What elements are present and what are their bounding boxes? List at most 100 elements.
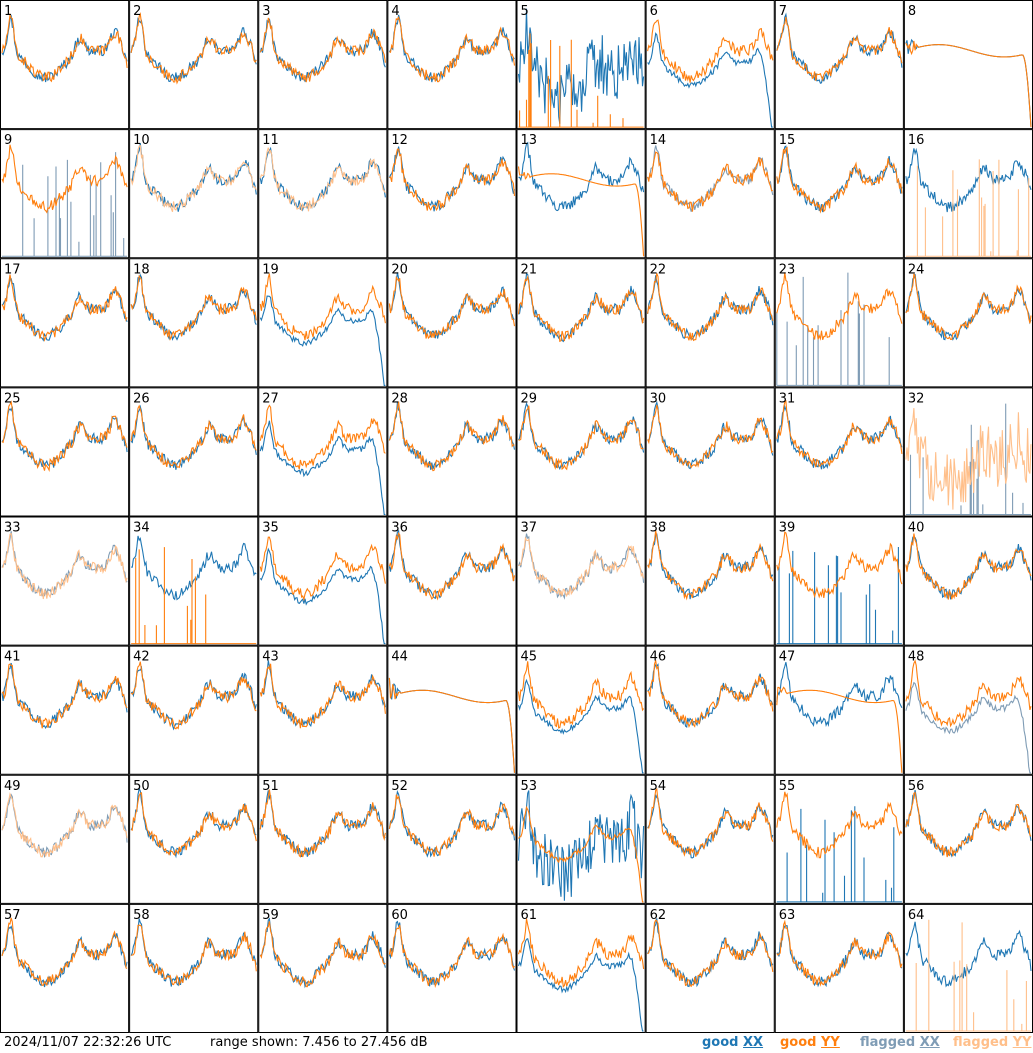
legend-flagged-xx-label: flagged [860, 1035, 916, 1050]
panel-label: 27 [262, 391, 279, 406]
footer: 2024/11/07 22:32:26 UTC range shown: 7.4… [0, 1033, 1033, 1053]
panel-34-xx-line [131, 535, 257, 601]
panel-60-yy-line [388, 924, 515, 989]
panel-10-yy-line [130, 144, 257, 212]
panel-frame [903, 903, 1033, 1033]
panel-39-yy-line [776, 531, 903, 599]
panel-11-xx-line [259, 146, 386, 212]
panel-31-xx-line [776, 404, 903, 470]
panel-label: 36 [391, 521, 408, 536]
panel-62: 62 [645, 903, 775, 1033]
panel-label: 4 [391, 4, 399, 19]
panel-40: 40 [903, 516, 1033, 646]
panel-11: 11 [258, 129, 388, 259]
panel-53: 53 [516, 774, 646, 904]
panel-36-yy-line [388, 532, 516, 601]
legend-good-yy: good YY [780, 1033, 840, 1053]
panel-51-yy-line [259, 789, 386, 858]
panel-23-xx-line [776, 272, 902, 386]
panel-47: 47 [774, 645, 904, 775]
panel-label: 12 [391, 133, 408, 148]
panel-37-xx-line [517, 533, 645, 600]
panel-45: 45 [516, 645, 646, 775]
legend-flagged-yy: flagged YY [953, 1033, 1032, 1053]
panel-57-yy-line [1, 917, 128, 987]
panel-label: 38 [650, 521, 667, 536]
panel-19: 19 [258, 258, 388, 388]
panel-5: 5 [516, 0, 646, 130]
panel-22: 22 [645, 258, 775, 388]
panel-12: 12 [387, 129, 517, 259]
panel-label: 63 [779, 908, 796, 923]
panel-label: 11 [262, 133, 279, 148]
panel-label: 24 [908, 262, 925, 277]
panel-27-yy-line [259, 404, 386, 470]
panel-31-yy-line [776, 400, 903, 468]
panel-15-yy-line [776, 146, 903, 214]
panel-21: 21 [516, 258, 646, 388]
panel-32: 32 [903, 387, 1033, 517]
legend-flagged-xx: flagged XX [860, 1033, 940, 1053]
panel-label: 35 [262, 521, 279, 536]
panel-56-yy-line [905, 791, 1032, 858]
panel-label: 51 [262, 779, 279, 794]
panel-6: 6 [645, 0, 775, 130]
panel-label: 29 [521, 391, 538, 406]
panel-frame [516, 774, 646, 904]
panel-label: 8 [908, 4, 916, 19]
panel-64-yy-line [905, 919, 1031, 1032]
panel-31: 31 [774, 387, 904, 517]
panel-frame [129, 645, 259, 775]
panel-61-xx-line [517, 938, 644, 1032]
panel-59-yy-line [259, 921, 386, 988]
panel-13-xx-line [518, 141, 645, 212]
panel-frame [903, 645, 1033, 775]
panel-29: 29 [516, 387, 646, 517]
panel-63-yy-line [776, 919, 903, 987]
panel-label: 26 [133, 391, 150, 406]
panel-frame [774, 645, 904, 775]
panel-frame [903, 0, 1033, 130]
panel-label: 49 [4, 779, 21, 794]
panel-frame [0, 903, 130, 1033]
legend-good-xx-tag: XX [743, 1035, 764, 1050]
panel-39: 39 [774, 516, 904, 646]
panel-18-yy-line [130, 274, 257, 341]
panel-label: 18 [133, 262, 150, 277]
panel-41-yy-line [1, 663, 128, 729]
panel-label: 41 [4, 650, 21, 665]
panel-59: 59 [258, 903, 388, 1033]
panel-46: 46 [645, 645, 775, 775]
panel-60: 60 [387, 903, 517, 1033]
panel-48-yy-line [905, 659, 1032, 728]
panel-13: 13 [516, 129, 646, 259]
panel-frame [516, 387, 646, 517]
panel-6-xx-line [647, 32, 773, 128]
panel-frame [387, 645, 517, 775]
panel-64-xx-line [905, 921, 1032, 988]
panel-frame [258, 645, 388, 775]
panel-37-yy-line [518, 536, 645, 598]
panel-20: 20 [387, 258, 517, 388]
panel-35-xx-line [259, 547, 386, 645]
panel-22-yy-line [647, 273, 774, 342]
panel-1: 1 [0, 0, 130, 130]
panel-label: 28 [391, 391, 408, 406]
panel-label: 61 [521, 908, 538, 923]
legend-flagged-yy-tag: YY [1012, 1035, 1032, 1050]
panel-42-yy-line [130, 661, 257, 730]
panel-frame [774, 774, 904, 904]
panel-frame [258, 516, 388, 646]
panel-frame [645, 516, 775, 646]
panel-label: 7 [779, 4, 787, 19]
panel-8: 8 [903, 0, 1033, 130]
panel-43: 43 [258, 645, 388, 775]
panel-frame [516, 903, 646, 1033]
panel-56: 56 [903, 774, 1033, 904]
legend-flagged-yy-label: flagged [953, 1035, 1009, 1050]
panel-label: 22 [650, 262, 667, 277]
panel-26-yy-line [130, 404, 257, 469]
panel-45-xx-line [517, 678, 644, 774]
panel-24-yy-line [905, 273, 1032, 340]
panel-1-yy-line [1, 12, 128, 83]
